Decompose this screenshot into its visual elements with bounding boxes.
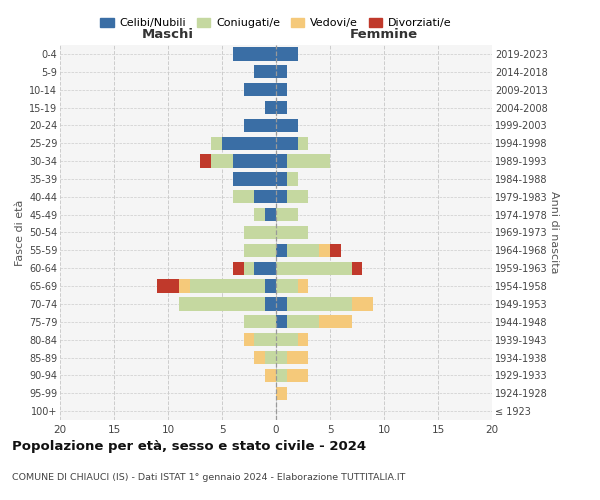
Bar bbox=[265, 297, 276, 310]
Bar bbox=[287, 351, 308, 364]
Bar bbox=[276, 280, 298, 293]
Bar bbox=[287, 190, 308, 203]
Bar bbox=[265, 101, 276, 114]
Bar bbox=[254, 262, 276, 275]
Bar bbox=[330, 244, 341, 257]
Bar bbox=[276, 208, 298, 222]
Bar bbox=[276, 386, 287, 400]
Bar bbox=[211, 154, 233, 168]
Bar bbox=[276, 190, 287, 203]
Bar bbox=[276, 226, 308, 239]
Bar bbox=[276, 101, 287, 114]
Bar bbox=[276, 136, 298, 150]
Bar bbox=[244, 315, 276, 328]
Bar bbox=[298, 333, 308, 346]
Bar bbox=[265, 208, 276, 222]
Bar bbox=[233, 190, 254, 203]
Bar bbox=[276, 351, 287, 364]
Bar bbox=[179, 280, 190, 293]
Bar bbox=[276, 333, 298, 346]
Y-axis label: Anni di nascita: Anni di nascita bbox=[549, 191, 559, 274]
Bar bbox=[244, 83, 276, 96]
Text: COMUNE DI CHIAUCI (IS) - Dati ISTAT 1° gennaio 2024 - Elaborazione TUTTITALIA.IT: COMUNE DI CHIAUCI (IS) - Dati ISTAT 1° g… bbox=[12, 473, 406, 482]
Bar bbox=[254, 208, 265, 222]
Bar bbox=[157, 280, 179, 293]
Bar bbox=[254, 351, 265, 364]
Bar bbox=[352, 262, 362, 275]
Bar bbox=[222, 136, 276, 150]
Bar bbox=[287, 368, 308, 382]
Bar bbox=[254, 190, 276, 203]
Bar bbox=[244, 118, 276, 132]
Bar bbox=[298, 280, 308, 293]
Bar bbox=[276, 47, 298, 60]
Bar bbox=[287, 315, 319, 328]
Bar bbox=[287, 172, 298, 186]
Text: Maschi: Maschi bbox=[142, 28, 194, 42]
Bar bbox=[287, 154, 330, 168]
Legend: Celibi/Nubili, Coniugati/e, Vedovi/e, Divorziati/e: Celibi/Nubili, Coniugati/e, Vedovi/e, Di… bbox=[96, 13, 456, 32]
Bar bbox=[244, 333, 254, 346]
Bar bbox=[276, 262, 352, 275]
Bar bbox=[190, 280, 265, 293]
Bar bbox=[276, 297, 287, 310]
Bar bbox=[287, 297, 352, 310]
Bar bbox=[298, 136, 308, 150]
Bar bbox=[244, 262, 254, 275]
Text: Femmine: Femmine bbox=[350, 28, 418, 42]
Y-axis label: Fasce di età: Fasce di età bbox=[14, 200, 25, 266]
Bar bbox=[265, 280, 276, 293]
Bar bbox=[276, 368, 287, 382]
Bar bbox=[233, 47, 276, 60]
Bar bbox=[276, 65, 287, 78]
Bar bbox=[287, 244, 319, 257]
Bar bbox=[233, 154, 276, 168]
Bar bbox=[276, 154, 287, 168]
Bar bbox=[276, 83, 287, 96]
Bar bbox=[244, 244, 276, 257]
Bar bbox=[254, 333, 276, 346]
Bar bbox=[276, 244, 287, 257]
Bar bbox=[244, 226, 276, 239]
Bar bbox=[265, 351, 276, 364]
Bar bbox=[200, 154, 211, 168]
Bar bbox=[276, 315, 287, 328]
Bar bbox=[276, 118, 298, 132]
Bar bbox=[265, 368, 276, 382]
Bar bbox=[254, 65, 276, 78]
Bar bbox=[179, 297, 265, 310]
Bar bbox=[319, 244, 330, 257]
Bar bbox=[319, 315, 352, 328]
Bar bbox=[211, 136, 222, 150]
Bar bbox=[233, 172, 276, 186]
Bar bbox=[276, 172, 287, 186]
Bar bbox=[233, 262, 244, 275]
Text: Popolazione per età, sesso e stato civile - 2024: Popolazione per età, sesso e stato civil… bbox=[12, 440, 366, 453]
Bar bbox=[352, 297, 373, 310]
